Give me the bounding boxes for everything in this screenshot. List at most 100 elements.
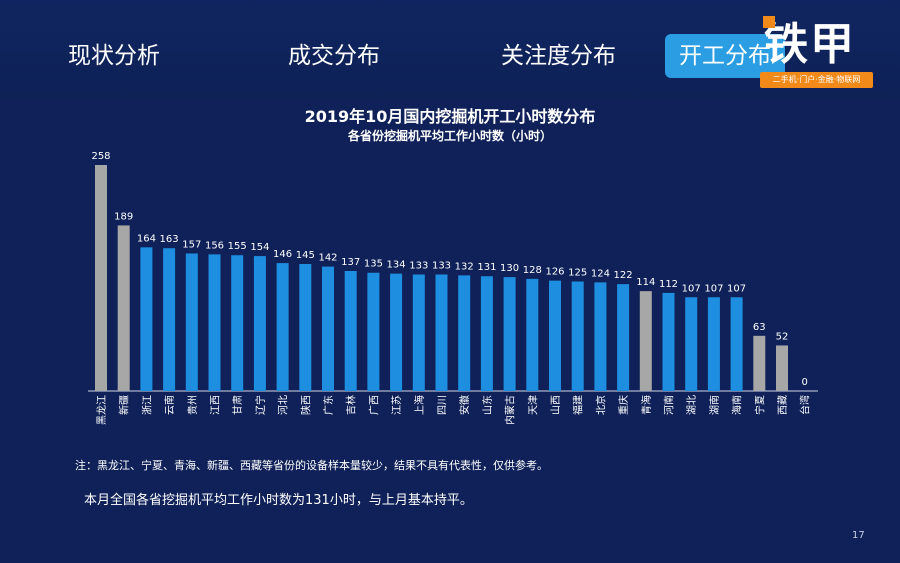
data-label-18: 131 xyxy=(477,262,496,273)
category-label-24: 重庆 xyxy=(617,395,630,415)
bar-14 xyxy=(390,273,403,391)
data-label-32: 0 xyxy=(802,377,808,388)
brand-logo: 铁甲 二手机·门户·金融·物联网 xyxy=(760,6,876,90)
data-label-6: 156 xyxy=(205,240,224,251)
chart-title: 2019年10月国内挖掘机开工小时数分布 xyxy=(304,107,596,126)
data-label-21: 126 xyxy=(545,267,564,278)
top-nav-bar: 现状分析 成交分布 关注度分布 开工分布 铁甲 二手机·门户·金融·物联网 xyxy=(0,0,900,100)
category-label-27: 湖北 xyxy=(686,395,698,415)
category-label-4: 云南 xyxy=(163,395,176,415)
category-label-11: 广东 xyxy=(322,395,335,415)
logo-accent-square xyxy=(763,16,775,28)
tab-transaction-distribution[interactable]: 成交分布 xyxy=(288,43,380,69)
data-label-14: 134 xyxy=(387,260,406,271)
category-label-32: 台湾 xyxy=(799,395,812,415)
bar-19 xyxy=(503,277,516,391)
category-label-5: 贵州 xyxy=(186,395,199,415)
bar-1 xyxy=(95,165,107,391)
category-label-17: 安徽 xyxy=(458,395,471,415)
bar-12 xyxy=(344,270,357,391)
category-label-2: 新疆 xyxy=(118,395,131,415)
category-label-25: 青海 xyxy=(640,395,653,415)
data-label-24: 122 xyxy=(614,270,633,281)
chart-subtitle: 各省份挖掘机平均工作小时数（小时） xyxy=(347,129,552,143)
bar-9 xyxy=(276,263,289,391)
bar-17 xyxy=(458,275,471,391)
bar-5 xyxy=(185,253,198,391)
data-label-4: 163 xyxy=(160,234,179,245)
category-label-6: 江西 xyxy=(210,395,222,415)
bar-29 xyxy=(730,297,743,391)
data-label-25: 114 xyxy=(636,277,655,288)
bar-20 xyxy=(526,278,539,391)
logo-tagline: 二手机·门户·金融·物联网 xyxy=(760,72,873,88)
category-label-29: 海南 xyxy=(731,395,744,415)
data-label-23: 124 xyxy=(591,268,610,279)
category-label-18: 山东 xyxy=(481,395,494,415)
bar-3 xyxy=(140,247,153,391)
bar-30 xyxy=(753,335,766,391)
bar-4 xyxy=(163,248,176,391)
data-label-19: 130 xyxy=(500,263,519,274)
category-label-16: 四川 xyxy=(438,395,449,415)
data-label-15: 133 xyxy=(409,260,428,271)
bar-15 xyxy=(412,274,425,391)
data-label-7: 155 xyxy=(228,241,247,252)
category-label-30: 宁夏 xyxy=(753,395,766,415)
bar-23 xyxy=(594,282,607,391)
category-label-26: 河南 xyxy=(663,395,676,415)
category-label-19: 内蒙古 xyxy=(504,395,517,425)
category-label-14: 江苏 xyxy=(390,395,403,415)
category-label-20: 天津 xyxy=(527,395,539,415)
category-label-31: 西藏 xyxy=(777,395,789,415)
category-label-7: 甘肃 xyxy=(231,395,244,415)
category-label-21: 山西 xyxy=(550,395,562,415)
bar-31 xyxy=(776,345,788,391)
data-label-5: 157 xyxy=(182,239,201,250)
footnote: 注：黑龙江、宁夏、青海、新疆、西藏等省份的设备样本量较少，结果不具有代表性，仅供… xyxy=(75,459,548,472)
bar-8 xyxy=(253,256,266,391)
category-label-9: 河北 xyxy=(278,395,290,415)
data-label-9: 146 xyxy=(273,249,292,260)
data-label-29: 107 xyxy=(727,283,746,294)
category-label-1: 黑龙江 xyxy=(95,395,108,425)
section-tabs: 现状分析 成交分布 关注度分布 开工分布 xyxy=(54,34,885,78)
data-label-20: 128 xyxy=(523,265,542,276)
category-label-22: 福建 xyxy=(572,395,585,415)
data-label-22: 125 xyxy=(568,268,587,279)
bar-13 xyxy=(367,272,380,391)
data-label-11: 142 xyxy=(318,253,337,264)
data-label-10: 145 xyxy=(296,250,315,261)
category-label-15: 上海 xyxy=(413,395,426,415)
category-label-3: 浙江 xyxy=(141,395,153,415)
bar-6 xyxy=(208,254,221,391)
tab-status-analysis[interactable]: 现状分析 xyxy=(68,43,160,69)
bar-2 xyxy=(117,225,130,391)
bar-24 xyxy=(617,284,630,391)
bar-27 xyxy=(685,297,698,391)
data-label-28: 107 xyxy=(704,283,723,294)
category-label-28: 湖南 xyxy=(708,395,721,415)
category-label-10: 陕西 xyxy=(299,395,312,415)
tab-attention-distribution[interactable]: 关注度分布 xyxy=(501,43,616,69)
summary-text: 本月全国各省挖掘机平均工作小时数为131小时，与上月基本持平。 xyxy=(84,493,473,508)
category-label-23: 北京 xyxy=(594,395,607,415)
tab-operation-distribution[interactable]: 开工分布 xyxy=(665,34,785,78)
data-label-13: 135 xyxy=(364,259,383,270)
category-label-8: 辽宁 xyxy=(254,395,267,415)
bar-28 xyxy=(707,297,720,391)
data-label-16: 133 xyxy=(432,260,451,271)
page-number: 17 xyxy=(852,530,865,541)
bar-18 xyxy=(480,276,493,391)
data-label-8: 154 xyxy=(250,242,269,253)
data-label-26: 112 xyxy=(659,279,678,290)
data-label-3: 164 xyxy=(137,233,156,244)
category-label-13: 广西 xyxy=(368,395,380,415)
data-label-2: 189 xyxy=(114,211,133,222)
bar-11 xyxy=(322,266,334,391)
logo-wordmark: 铁甲 xyxy=(764,19,856,70)
bar-22 xyxy=(571,281,584,391)
data-label-17: 132 xyxy=(455,261,474,272)
bar-26 xyxy=(662,292,675,391)
